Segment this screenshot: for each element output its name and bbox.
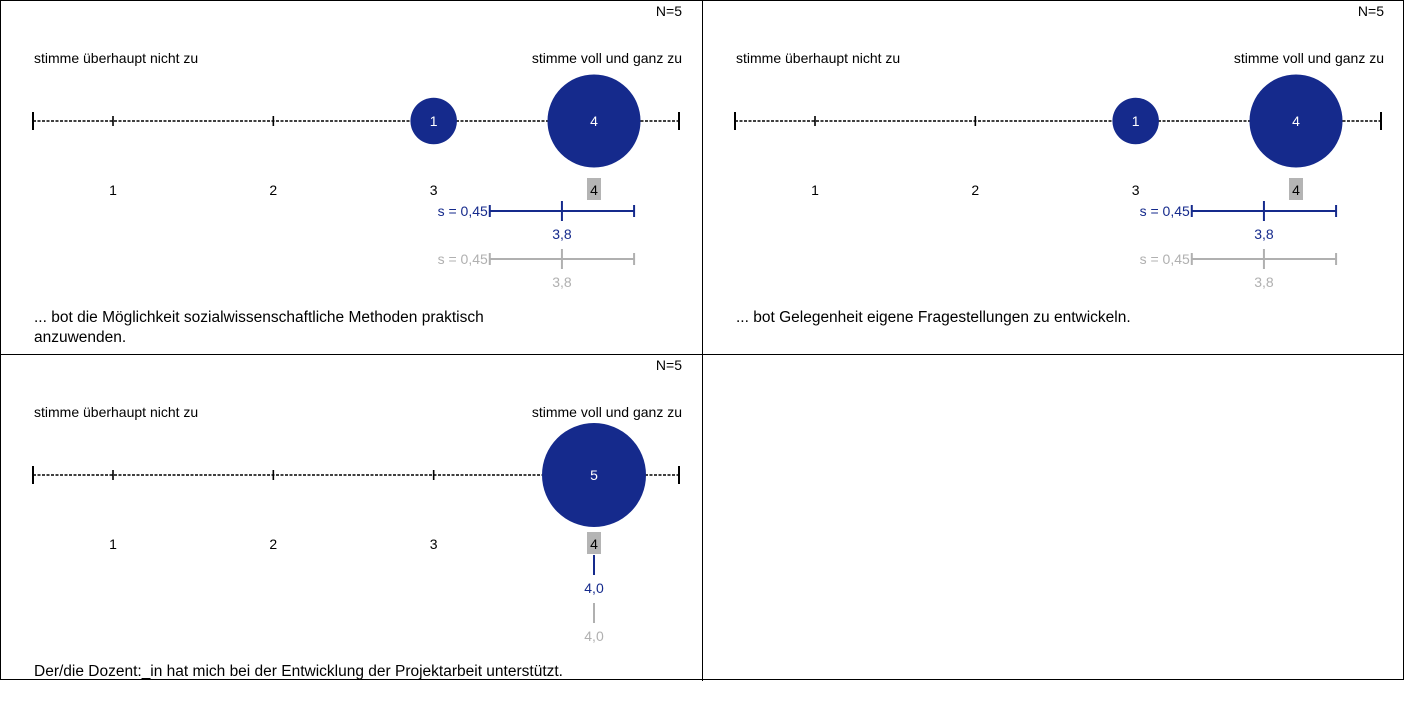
- c3-comparison-mean-label: 4,0: [584, 628, 604, 644]
- c2-comparison-mean-label: 3,8: [1254, 274, 1274, 290]
- c1-comparison-sd-label: s = 0,45: [438, 251, 488, 267]
- c1-bubble-count-4: 4: [590, 113, 598, 129]
- c3-n-label: N=5: [656, 357, 682, 373]
- c1-median-highlight: [587, 178, 601, 200]
- c1-bubble-4: [547, 74, 641, 168]
- chart-grid: N=5 stimme überhaupt nicht zu stimme voll …: [0, 0, 1404, 681]
- c1-bubble-count-3: 1: [430, 113, 438, 129]
- c1-left-anchor-label: stimme überhaupt nicht zu: [34, 50, 198, 66]
- c1-tick-label-3: 3: [430, 182, 438, 198]
- c3-tick-label-4: 4: [590, 536, 598, 552]
- c2-bubble-4: [1249, 74, 1343, 168]
- c1-primary-sd-label: s = 0,45: [438, 203, 488, 219]
- c1-tick-label-1: 1: [109, 182, 117, 198]
- chart-panel-1: N=5 stimme überhaupt nicht zu stimme voll …: [1, 1, 703, 355]
- c3-bubble-4: [542, 423, 646, 527]
- c3-tick-label-3: 3: [430, 536, 438, 552]
- c2-question-line-1: ... bot Gelegenheit eigene Fragestellung…: [736, 309, 1131, 326]
- c2-right-anchor-label: stimme voll und ganz zu: [1234, 50, 1384, 66]
- c2-tick-label-4: 4: [1292, 182, 1300, 198]
- c2-median-highlight: [1289, 178, 1303, 200]
- c2-tick-label-2: 2: [971, 182, 979, 198]
- c3-tick-label-2: 2: [269, 536, 277, 552]
- c2-left-anchor-label: stimme überhaupt nicht zu: [736, 50, 900, 66]
- c1-n-label: N=5: [656, 3, 682, 19]
- vertical-divider: [702, 1, 703, 681]
- c1-comparison-mean-label: 3,8: [552, 274, 572, 290]
- empty-panel: [703, 355, 1404, 681]
- c2-bubble-count-4: 4: [1292, 113, 1300, 129]
- c2-primary-mean-label: 3,8: [1254, 226, 1274, 242]
- c1-tick-label-4: 4: [590, 182, 598, 198]
- c1-question-line-2: anzuwenden.: [34, 329, 126, 346]
- chart-svg-2: N=5 stimme überhaupt nicht zu stimme voll …: [734, 3, 1384, 326]
- chart-panel-2: N=5 stimme überhaupt nicht zu stimme voll …: [703, 1, 1404, 355]
- chart-svg-3: N=5 stimme überhaupt nicht zu stimme voll …: [32, 357, 682, 680]
- c3-left-anchor-label: stimme überhaupt nicht zu: [34, 404, 198, 420]
- c3-bubble-count-4: 5: [590, 467, 598, 483]
- horizontal-divider: [1, 354, 1404, 355]
- chart-panel-3: N=5 stimme überhaupt nicht zu stimme voll …: [1, 355, 703, 709]
- c3-primary-mean-label: 4,0: [584, 580, 604, 596]
- c2-primary-sd-label: s = 0,45: [1140, 203, 1190, 219]
- c2-tick-label-3: 3: [1132, 182, 1140, 198]
- c2-tick-label-1: 1: [811, 182, 819, 198]
- c3-median-highlight: [587, 532, 601, 554]
- c1-bubble-3: [410, 97, 457, 145]
- c2-n-label: N=5: [1358, 3, 1384, 19]
- c3-tick-label-1: 1: [109, 536, 117, 552]
- c2-comparison-sd-label: s = 0,45: [1140, 251, 1190, 267]
- c1-tick-label-2: 2: [269, 182, 277, 198]
- c3-right-anchor-label: stimme voll und ganz zu: [532, 404, 682, 420]
- c1-right-anchor-label: stimme voll und ganz zu: [532, 50, 682, 66]
- c1-primary-mean-label: 3,8: [552, 226, 572, 242]
- c3-question-line-1: Der/die Dozent:_in hat mich bei der Entw…: [34, 663, 563, 680]
- c2-bubble-3: [1112, 97, 1159, 145]
- c2-bubble-count-3: 1: [1132, 113, 1140, 129]
- c1-question-line-1: ... bot die Möglichkeit sozialwissenscha…: [34, 309, 484, 326]
- chart-svg-1: N=5 stimme überhaupt nicht zu stimme voll …: [32, 3, 682, 346]
